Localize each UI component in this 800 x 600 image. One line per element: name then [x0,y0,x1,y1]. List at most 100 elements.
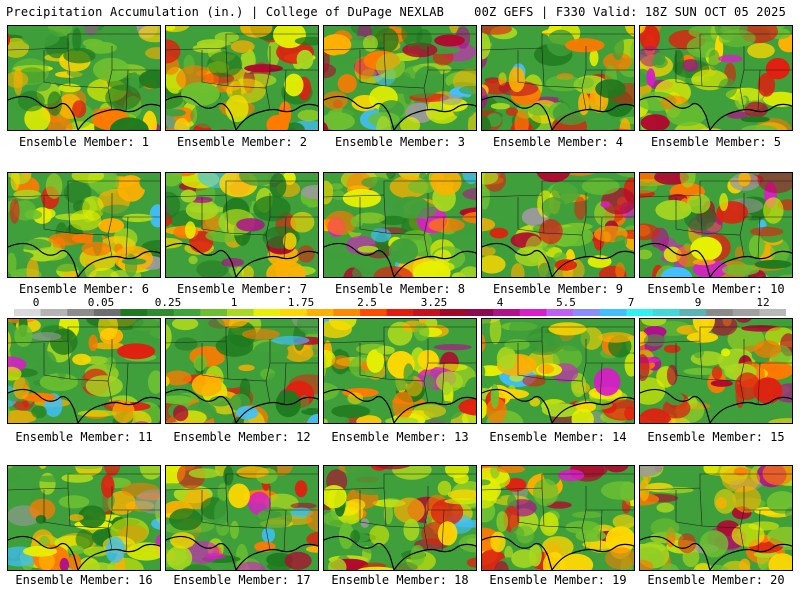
precip-map [481,25,635,131]
precip-map [639,25,793,131]
colorbar-swatch [40,309,68,316]
coastline [166,535,318,570]
page-title: Precipitation Accumulation (in.) | Colle… [6,5,445,19]
colorbar-swatch [573,309,601,316]
colorbar-swatch [280,309,308,316]
coastline [482,95,634,130]
colorbar-swatch [759,309,786,316]
ensemble-member-label: Ensemble Member: 14 [489,430,627,444]
state-borders [8,473,160,553]
colorbar-swatch [333,309,361,316]
colorbar-swatch [173,309,201,316]
ensemble-member-label: Ensemble Member: 17 [173,573,311,587]
ensemble-member-label: Ensemble Member: 1 [18,135,150,149]
colorbar-swatch [706,309,734,316]
colorbar-scale [14,309,786,316]
coastline [166,388,318,423]
colorbar-swatch [519,309,547,316]
header: Precipitation Accumulation (in.) | Colle… [0,0,800,24]
coastline [482,242,634,277]
state-borders [324,33,476,113]
precip-colorbar: 0 0.05 0.25 1 1.75 2.5 3.25 4 5.5 7 9 12 [0,296,800,320]
colorbar-swatch [14,309,42,316]
precip-map [639,172,793,278]
coastline [482,388,634,423]
state-borders [166,473,318,553]
coastline [640,535,792,570]
coastline [640,388,792,423]
state-borders [482,33,634,113]
precip-map [165,172,319,278]
ensemble-member-label: Ensemble Member: 6 [18,282,150,296]
colorbar-tick-label: 0.25 [154,296,182,309]
precip-map [323,25,477,131]
coastline [640,95,792,130]
colorbar-tick-label: 12 [756,296,770,309]
precip-map [639,318,793,424]
state-borders [640,326,792,406]
precip-map [165,25,319,131]
ensemble-member-label: Ensemble Member: 13 [331,430,469,444]
coastline [482,535,634,570]
ensemble-member-label: Ensemble Member: 4 [492,135,624,149]
coastline [640,242,792,277]
coastline [8,535,160,570]
colorbar-swatch [200,309,228,316]
colorbar-swatch [147,309,175,316]
state-borders [482,326,634,406]
colorbar-swatch [626,309,654,316]
ensemble-member-label: Ensemble Member: 20 [647,573,785,587]
state-borders [324,473,476,553]
colorbar-tick-label: 0 [32,296,40,309]
colorbar-tick-label: 9 [694,296,702,309]
colorbar-swatch [652,309,681,316]
ensemble-member-label: Ensemble Member: 16 [15,573,153,587]
state-borders [324,326,476,406]
model-run-info: 00Z GEFS | F330 Valid: 18Z SUN OCT 05 20… [474,5,786,19]
colorbar-swatch [413,309,441,316]
state-borders [8,326,160,406]
colorbar-swatch [120,309,148,316]
precip-map [639,465,793,571]
coastline [324,388,476,423]
precip-map [7,25,161,131]
precip-map [323,318,477,424]
state-borders [324,180,476,260]
coastline [324,95,476,130]
ensemble-member-label: Ensemble Member: 5 [650,135,782,149]
state-borders [166,180,318,260]
colorbar-tick-label: 5.5 [556,296,576,309]
colorbar-tick-label: 1.75 [287,296,315,309]
colorbar-tick-label: 0.05 [87,296,115,309]
colorbar-swatch [386,309,414,316]
colorbar-swatch [679,309,707,316]
colorbar-swatch [306,309,334,316]
colorbar-swatch [466,309,494,316]
coastline [8,388,160,423]
colorbar-swatch [546,309,574,316]
colorbar-tick-label: 7 [627,296,635,309]
coastline [8,95,160,130]
coastline [324,242,476,277]
precip-map [481,172,635,278]
colorbar-tick-label: 1 [230,296,238,309]
state-borders [482,180,634,260]
colorbar-swatch [439,309,468,316]
ensemble-member-label: Ensemble Member: 19 [489,573,627,587]
coastline [166,242,318,277]
coastline [8,242,160,277]
colorbar-swatch [732,309,760,316]
colorbar-tick-label: 4 [496,296,504,309]
colorbar-swatch [93,309,121,316]
state-borders [166,33,318,113]
ensemble-member-label: Ensemble Member: 12 [173,430,311,444]
precip-map [7,318,161,424]
colorbar-swatch [599,309,627,316]
colorbar-swatch [226,309,255,316]
precip-map [165,318,319,424]
state-borders [166,326,318,406]
colorbar-swatch [360,309,388,316]
ensemble-member-label: Ensemble Member: 11 [15,430,153,444]
colorbar-swatch [67,309,95,316]
state-borders [640,473,792,553]
